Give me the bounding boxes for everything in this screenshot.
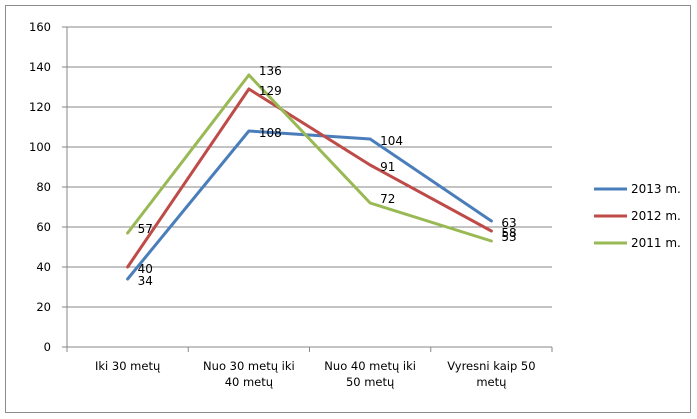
data-label: 108 — [259, 126, 282, 140]
data-label: 72 — [380, 192, 395, 206]
y-tick-label: 80 — [36, 180, 51, 194]
legend-label: 2011 m. — [631, 236, 681, 250]
x-tick-label: Vyresni kaip 50 metų — [447, 359, 535, 389]
data-label: 129 — [259, 84, 282, 98]
x-tick-label: Nuo 40 metų iki 50 metų — [324, 359, 416, 389]
y-tick-label: 60 — [36, 220, 51, 234]
data-label: 40 — [138, 262, 153, 276]
series-lines — [126, 73, 493, 281]
data-label: 57 — [138, 222, 153, 236]
chart-frame — [5, 5, 691, 413]
y-tick-label: 100 — [29, 140, 51, 154]
data-label: 104 — [380, 134, 403, 148]
data-label: 136 — [259, 64, 282, 78]
y-axis-ticks: 0 20 40 60 80 100 120 140 160 — [29, 20, 51, 354]
series-line — [126, 129, 493, 281]
y-tick-label: 40 — [36, 260, 51, 274]
data-label: 58 — [501, 226, 516, 240]
x-axis-ticks: Iki 30 metų Nuo 30 metų iki 40 metų Nuo 40 … — [95, 359, 536, 389]
data-labels: 34 108 104 63 40 129 91 58 57 136 72 53 — [138, 64, 517, 288]
axes — [62, 26, 553, 352]
series-line — [126, 87, 493, 269]
y-tick-label: 20 — [36, 300, 51, 314]
legend: 2013 m. 2012 m. 2011 m. — [594, 182, 681, 250]
data-label: 91 — [380, 160, 395, 174]
y-tick-label: 0 — [44, 340, 51, 354]
legend-label: 2012 m. — [631, 209, 681, 223]
y-tick-label: 140 — [29, 60, 51, 74]
data-label: 63 — [501, 216, 516, 230]
data-label: 34 — [138, 274, 153, 288]
data-label: 53 — [501, 230, 516, 244]
y-tick-label: 120 — [29, 100, 51, 114]
x-tick-label: Iki 30 metų — [95, 359, 161, 373]
legend-label: 2013 m. — [631, 182, 681, 196]
gridlines — [67, 26, 552, 308]
series-line — [126, 73, 493, 243]
x-tick-label: Nuo 30 metų iki 40 metų — [203, 359, 295, 389]
y-tick-label: 160 — [29, 20, 51, 34]
